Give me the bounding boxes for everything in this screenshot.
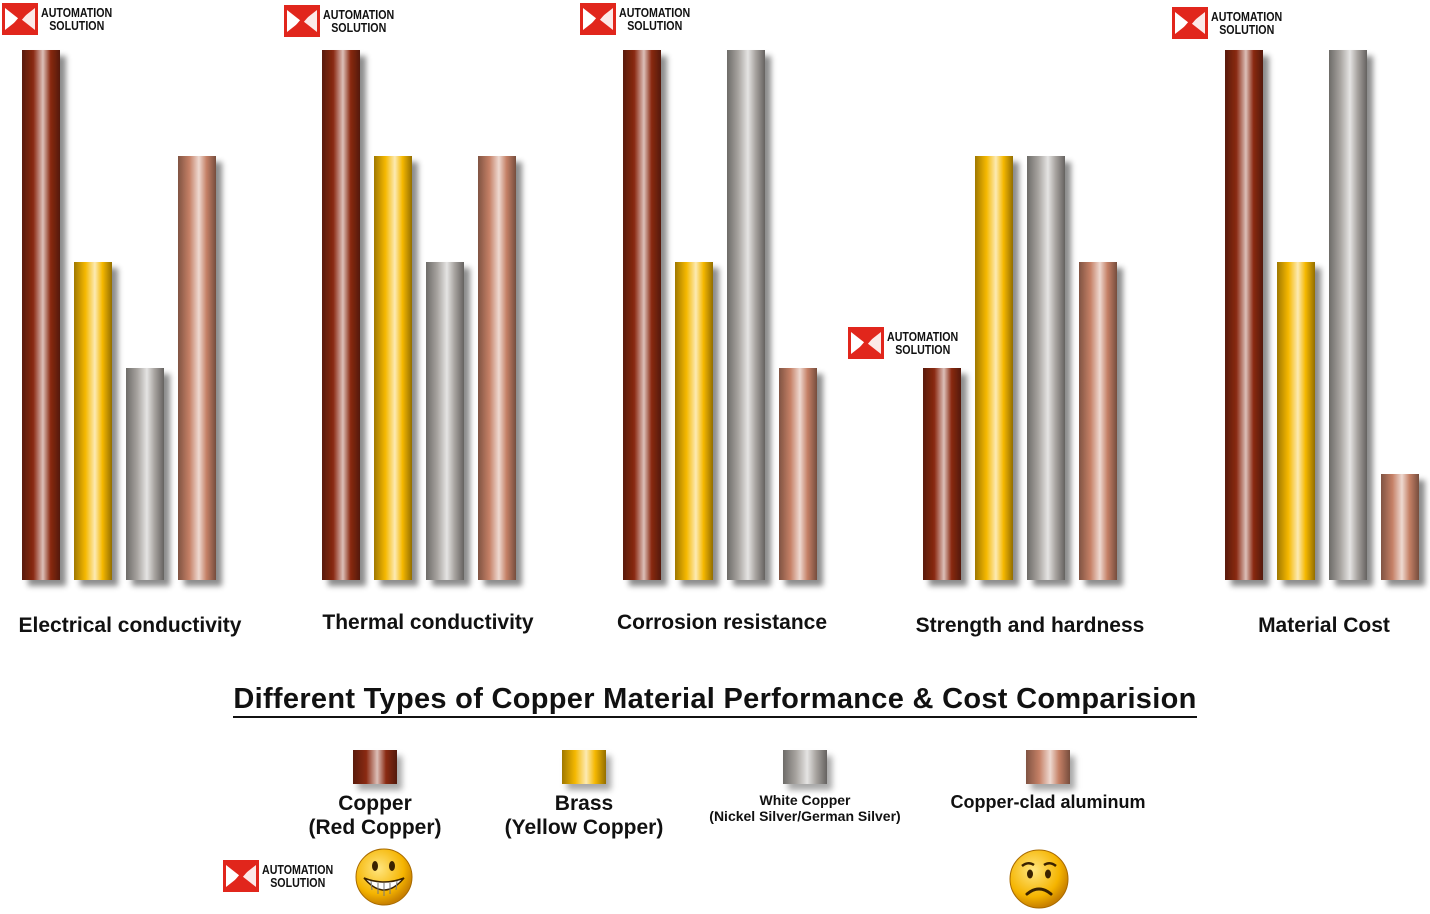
legend-item-copper: Copper (Red Copper) xyxy=(292,750,458,840)
logo-mark-icon xyxy=(223,860,259,892)
bar-brass xyxy=(675,262,713,580)
logo-line2: SOLUTION xyxy=(627,18,683,33)
logo-line1: AUTOMATION xyxy=(323,7,395,22)
category-label: Material Cost xyxy=(1258,614,1390,637)
bar-brass xyxy=(1277,262,1315,580)
bar-white-copper xyxy=(1027,156,1065,580)
logo-line1: AUTOMATION xyxy=(1211,9,1283,24)
bar-group-strength-and-hardness xyxy=(923,156,1117,580)
bar-copper xyxy=(22,50,60,580)
category-label: Thermal conductivity xyxy=(322,611,534,634)
bar-copper xyxy=(1225,50,1263,580)
legend-item-brass: Brass (Yellow Copper) xyxy=(486,750,682,840)
bar-group-thermal-conductivity xyxy=(322,50,516,580)
legend-sublabel: (Yellow Copper) xyxy=(504,816,664,839)
bar-copper xyxy=(623,50,661,580)
bar-copper-clad-aluminum xyxy=(1381,474,1419,580)
legend-label: White Copper xyxy=(759,792,851,808)
worried-face-icon xyxy=(1009,849,1069,909)
bar-group-electrical-conductivity xyxy=(22,50,216,580)
logo-line2: SOLUTION xyxy=(49,18,105,33)
bars-layer xyxy=(22,50,1419,580)
legend-item-copper-clad-aluminum: Copper-clad aluminum xyxy=(936,750,1160,813)
logo-line1: AUTOMATION xyxy=(41,5,113,20)
bar-copper-clad-aluminum xyxy=(779,368,817,580)
legend-sublabel: (Nickel Silver/German Silver) xyxy=(709,808,901,824)
legend-label: Brass xyxy=(554,792,614,815)
bar-white-copper xyxy=(126,368,164,580)
brand-logo: AUTOMATION SOLUTION xyxy=(284,5,410,37)
bar-group-material-cost xyxy=(1225,50,1419,580)
logo-mark-icon xyxy=(2,3,38,35)
comparison-chart: Electrical conductivity Thermal conductiv… xyxy=(19,50,1419,637)
logo-line1: AUTOMATION xyxy=(619,5,691,20)
legend-label: Copper-clad aluminum xyxy=(950,792,1146,812)
category-label: Corrosion resistance xyxy=(617,611,827,634)
logo-line2: SOLUTION xyxy=(895,342,951,357)
logo-mark-icon xyxy=(580,3,616,35)
bar-brass xyxy=(74,262,112,580)
bar-copper xyxy=(923,368,961,580)
category-label: Strength and hardness xyxy=(916,614,1145,637)
bar-group-corrosion-resistance xyxy=(623,50,817,580)
bar-white-copper xyxy=(1329,50,1367,580)
logo-mark-icon xyxy=(284,5,320,37)
bar-brass xyxy=(975,156,1013,580)
legend-sublabel: (Red Copper) xyxy=(308,816,442,839)
bar-copper-clad-aluminum xyxy=(178,156,216,580)
logo-line1: AUTOMATION xyxy=(262,862,334,877)
chart-title: Different Types of Copper Material Perfo… xyxy=(0,683,1430,718)
logo-line2: SOLUTION xyxy=(1219,22,1275,37)
bar-copper xyxy=(322,50,360,580)
brand-logo: AUTOMATION SOLUTION xyxy=(848,327,974,359)
brand-logo: AUTOMATION SOLUTION xyxy=(1172,7,1298,39)
legend-item-white-copper: White Copper (Nickel Silver/German Silver… xyxy=(694,750,916,824)
logo-line1: AUTOMATION xyxy=(887,329,959,344)
category-labels: Electrical conductivity Thermal conductiv… xyxy=(19,611,1390,637)
legend-swatch xyxy=(353,750,397,784)
legend-label: Copper xyxy=(338,792,412,815)
bar-copper-clad-aluminum xyxy=(1079,262,1117,580)
grinning-face-icon xyxy=(355,848,413,906)
logo-line2: SOLUTION xyxy=(331,20,387,35)
legend-swatch xyxy=(783,750,827,784)
legend-swatch xyxy=(1026,750,1070,784)
bar-white-copper xyxy=(426,262,464,580)
bar-white-copper xyxy=(727,50,765,580)
logo-mark-icon xyxy=(1172,7,1208,39)
logo-mark-icon xyxy=(848,327,884,359)
brand-logo: AUTOMATION SOLUTION xyxy=(223,860,349,892)
bar-brass xyxy=(374,156,412,580)
category-label: Electrical conductivity xyxy=(19,614,242,637)
bar-copper-clad-aluminum xyxy=(478,156,516,580)
brand-logo: AUTOMATION SOLUTION xyxy=(2,3,128,35)
logo-line2: SOLUTION xyxy=(270,875,326,890)
legend-swatch xyxy=(562,750,606,784)
brand-logo: AUTOMATION SOLUTION xyxy=(580,3,706,35)
